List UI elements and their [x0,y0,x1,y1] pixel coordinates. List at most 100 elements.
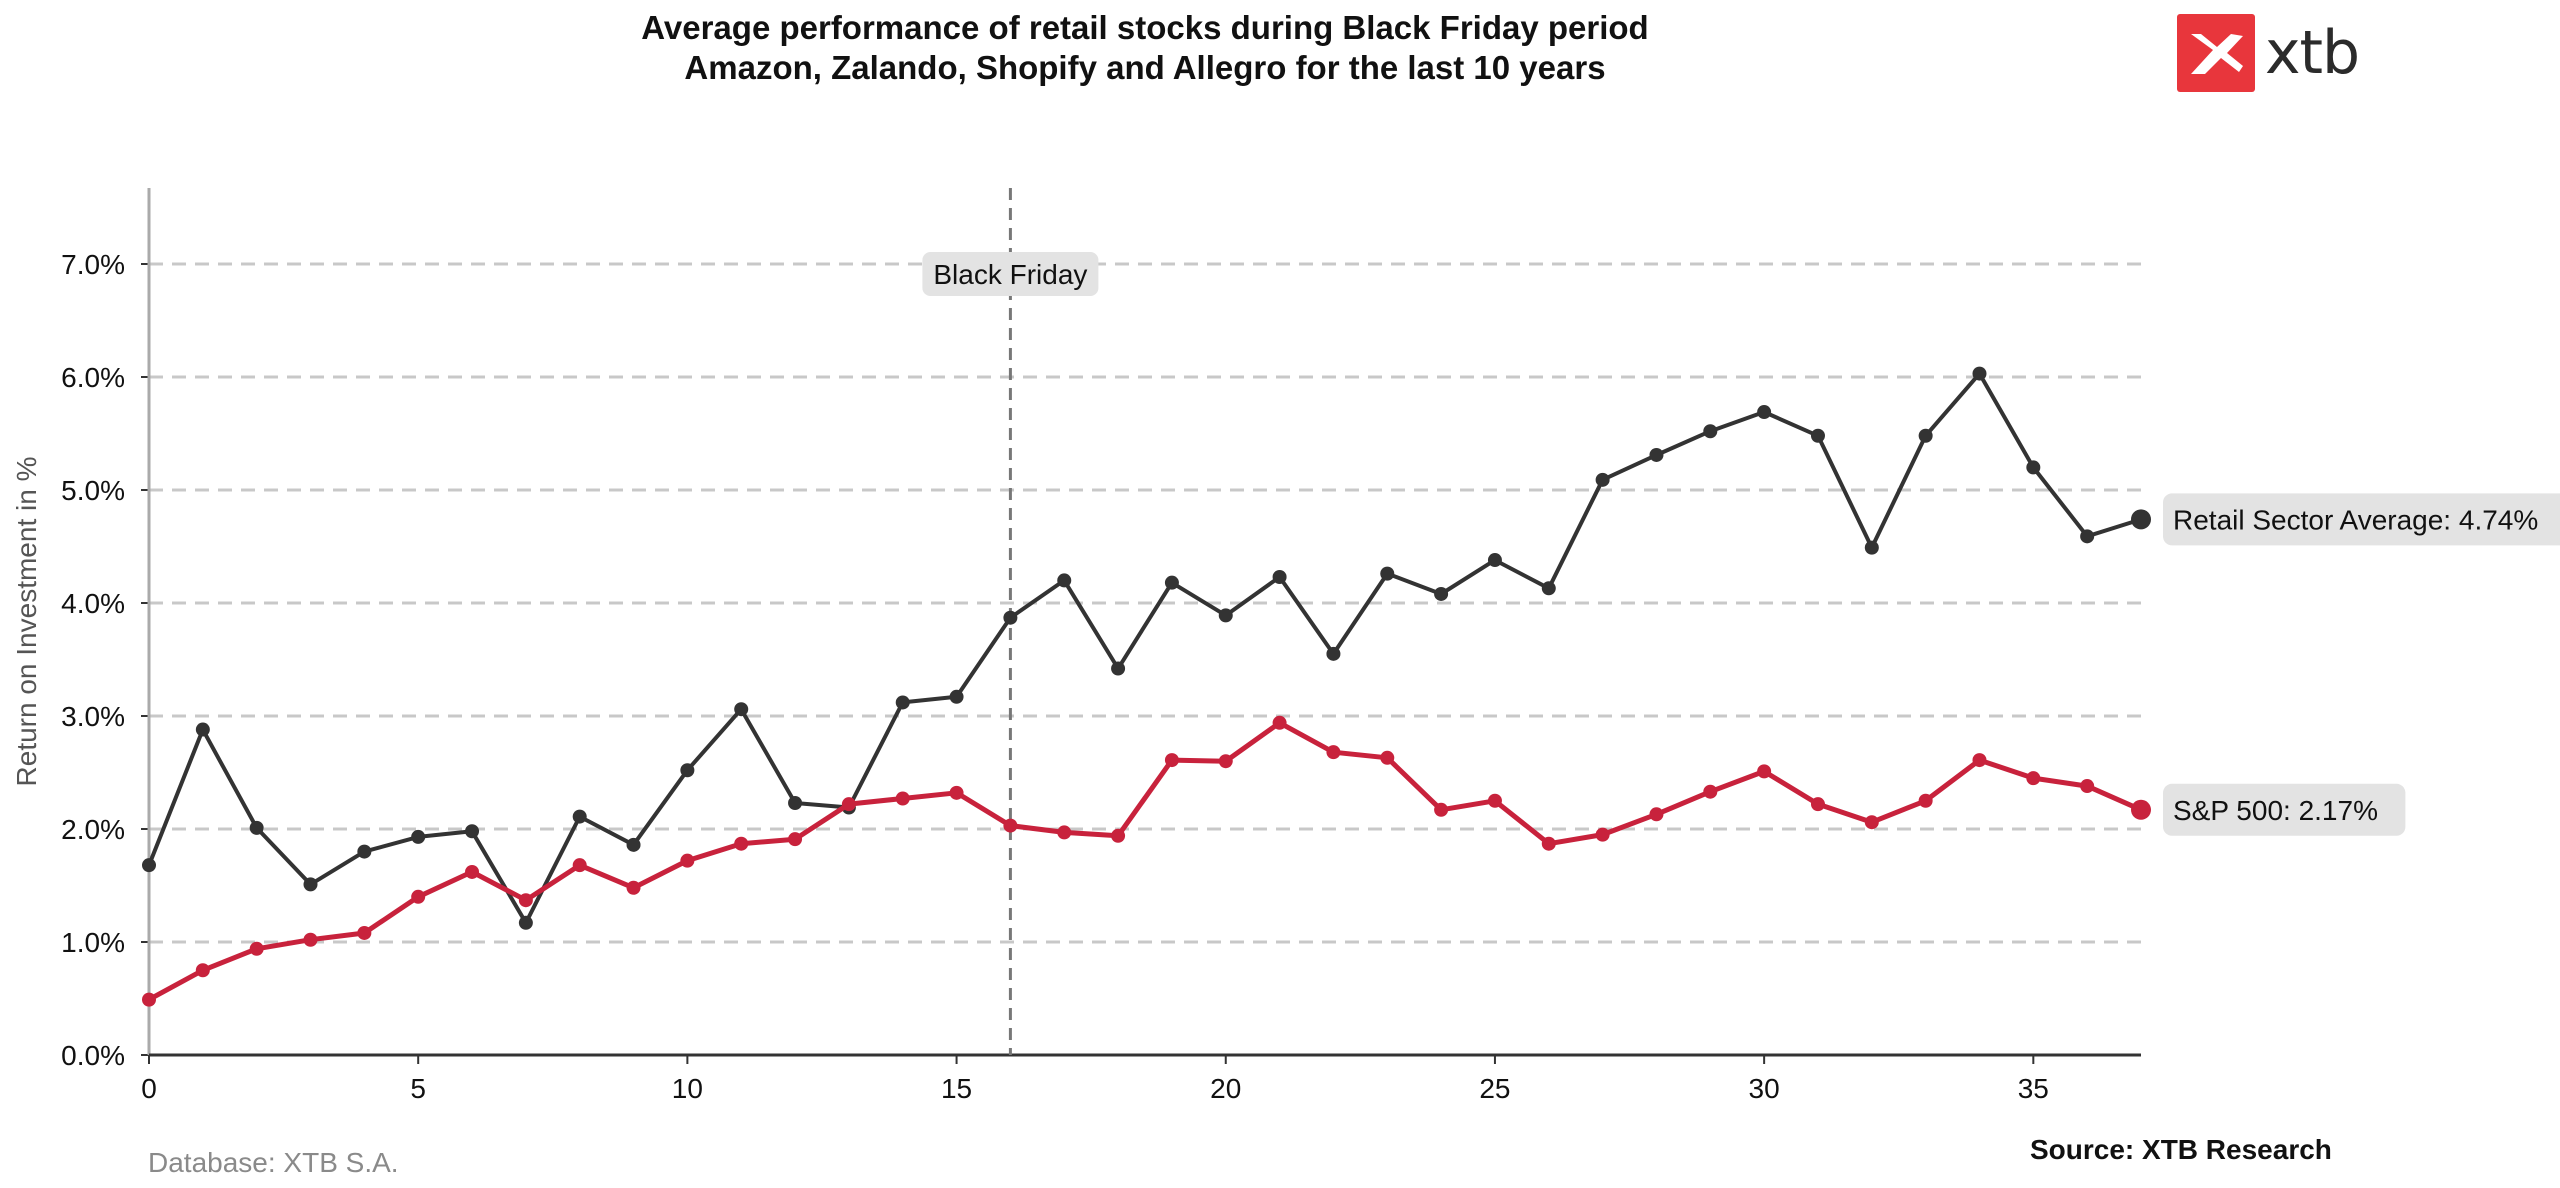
data-point [142,858,156,873]
data-point [1595,827,1610,842]
data-point [303,932,318,947]
data-point [1972,753,1987,768]
y-tick-label: 2.0% [61,814,125,845]
x-tick-label: 10 [672,1073,703,1104]
y-tick-label: 7.0% [61,249,125,280]
data-point [411,889,426,904]
title-line-1: Average performance of retail stocks dur… [641,9,1649,46]
logo-text: xtb [2265,18,2360,88]
data-point [2131,509,2151,530]
data-point [1595,472,1610,487]
data-point [1380,750,1395,765]
data-point [1810,797,1825,812]
data-point [2080,529,2095,544]
data-point [1810,428,1825,443]
data-point [2080,779,2095,794]
data-point [1272,715,1287,730]
data-point [1003,610,1018,625]
data-point [1057,573,1072,588]
data-point [1541,581,1556,596]
y-tick-label: 0.0% [61,1040,125,1071]
data-point [1218,754,1233,769]
y-tick-label: 6.0% [61,362,125,393]
data-point [895,791,910,806]
data-point [357,844,372,859]
y-tick-label: 4.0% [61,588,125,619]
data-point [1918,793,1933,808]
data-point [411,829,426,844]
data-point [1757,764,1772,779]
data-point [518,893,533,908]
x-tick-label: 25 [1479,1073,1510,1104]
data-point [1380,566,1395,581]
data-point [1487,793,1502,808]
data-point [1326,745,1341,760]
data-point [1434,586,1449,601]
data-point [1003,818,1018,833]
data-point [734,836,749,851]
data-point [249,820,264,835]
data-point [357,925,372,940]
data-point [949,689,964,704]
data-point [572,809,587,824]
data-point [1326,646,1341,661]
data-point [1218,608,1233,623]
data-point [1972,366,1987,381]
data-point [734,702,749,717]
x-tick-label: 5 [410,1073,426,1104]
xtb-logo-icon [2177,14,2255,92]
series-line [147,371,2142,925]
data-point [895,695,910,710]
y-tick-label: 3.0% [61,701,125,732]
y-tick-label: 5.0% [61,475,125,506]
database-note: Database: XTB S.A. [148,1147,399,1178]
data-point [2026,460,2041,475]
data-point [1111,661,1126,676]
black-friday-label-bg [922,252,1099,296]
data-point [2026,771,2041,786]
data-point [1164,753,1179,768]
data-point [1703,424,1718,439]
y-axis-label: Return on Investment in % [11,457,42,787]
data-point [572,858,587,873]
data-point [680,853,695,868]
data-point [1918,428,1933,443]
data-point [1864,815,1879,830]
source-note: Source: XTB Research [2030,1134,2332,1165]
data-point [788,832,803,847]
x-tick-label: 15 [941,1073,972,1104]
data-point [1057,825,1072,840]
data-point [1487,553,1502,568]
series-line [147,720,2143,1002]
data-point [680,763,695,778]
data-point [1111,828,1126,843]
data-point [249,941,264,956]
data-point [195,963,210,978]
series-end-label-bg [2163,783,2406,836]
data-point [626,880,641,895]
x-tick-label: 0 [141,1073,157,1104]
series-end-label: Retail Sector Average: 4.74% [2173,504,2538,535]
data-point [1434,802,1449,817]
data-point [949,785,964,800]
data-point [2131,799,2151,820]
x-tick-label: 30 [1749,1073,1780,1104]
data-point [195,722,210,737]
data-point [1164,575,1179,590]
data-point [1649,807,1664,822]
data-point [1272,570,1287,585]
data-point [841,797,856,812]
series-end-label-bg [2163,493,2560,546]
y-tick-label: 1.0% [61,927,125,958]
x-tick-label: 35 [2018,1073,2049,1104]
data-point [1541,836,1556,851]
data-point [1649,447,1664,462]
black-friday-label: Black Friday [933,259,1087,290]
data-point [465,824,480,839]
data-point [465,864,480,879]
xtb-logo: xtb [2177,14,2360,92]
data-point [142,992,156,1007]
x-tick-label: 20 [1210,1073,1241,1104]
data-point [518,915,533,930]
